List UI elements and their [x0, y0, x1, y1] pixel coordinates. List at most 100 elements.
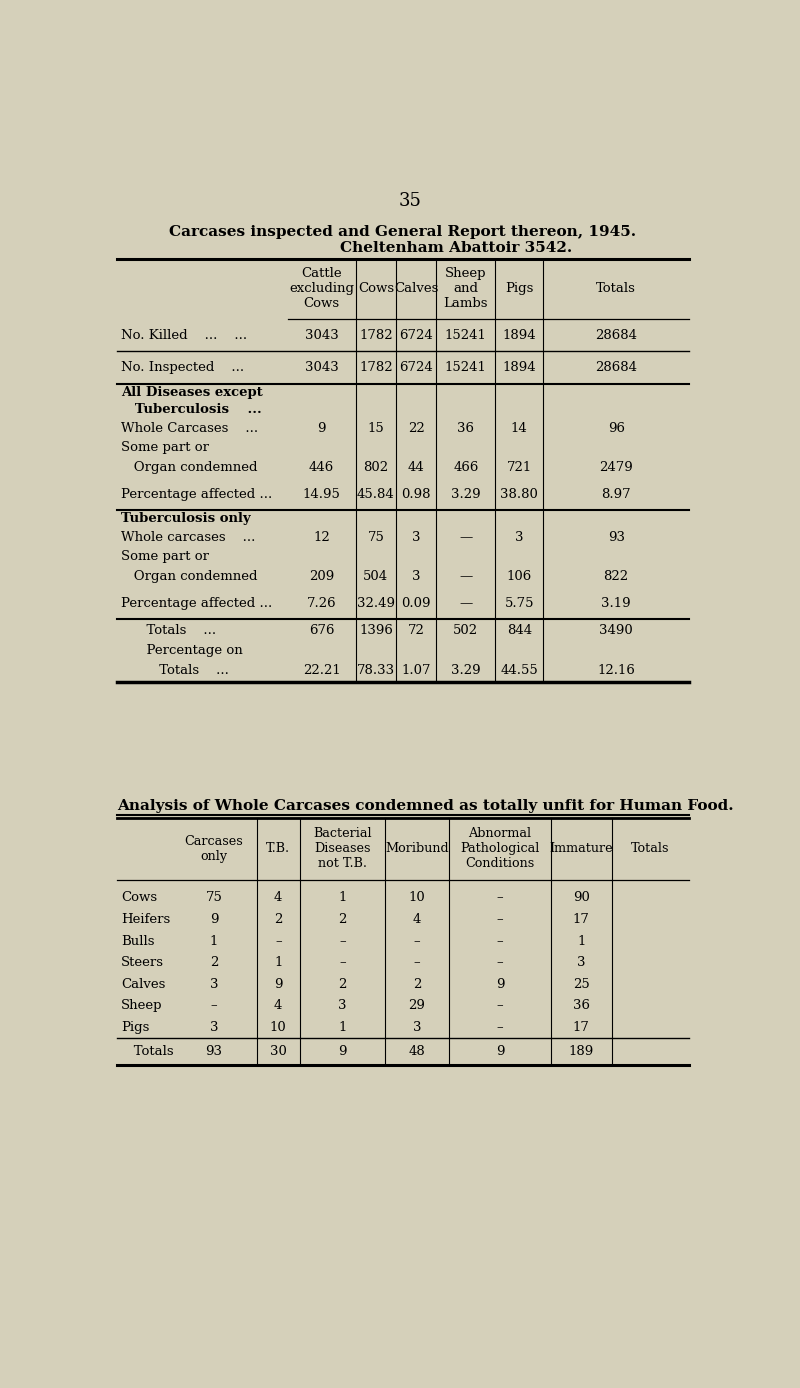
- Text: Immature: Immature: [550, 843, 613, 855]
- Text: Bacterial
Diseases
not T.B.: Bacterial Diseases not T.B.: [314, 827, 372, 870]
- Text: 2: 2: [274, 913, 282, 926]
- Text: Totals: Totals: [631, 843, 670, 855]
- Text: –: –: [210, 999, 218, 1012]
- Text: 48: 48: [409, 1045, 426, 1058]
- Text: 2479: 2479: [599, 461, 633, 475]
- Text: 4: 4: [413, 913, 421, 926]
- Text: 3: 3: [210, 977, 218, 991]
- Text: 1: 1: [210, 934, 218, 948]
- Text: 446: 446: [309, 461, 334, 475]
- Text: 2: 2: [338, 977, 346, 991]
- Text: Sheep
and
Lambs: Sheep and Lambs: [443, 268, 488, 311]
- Text: 502: 502: [454, 625, 478, 637]
- Text: 36: 36: [573, 999, 590, 1012]
- Text: Cattle
excluding
Cows: Cattle excluding Cows: [289, 268, 354, 311]
- Text: 44: 44: [408, 461, 425, 475]
- Text: 17: 17: [573, 1022, 590, 1034]
- Text: –: –: [497, 1022, 503, 1034]
- Text: 9: 9: [496, 977, 504, 991]
- Text: 22: 22: [408, 422, 425, 434]
- Text: Carcases
only: Carcases only: [185, 834, 243, 863]
- Text: 93: 93: [206, 1045, 222, 1058]
- Text: Pigs: Pigs: [121, 1022, 150, 1034]
- Text: 14.95: 14.95: [302, 489, 341, 501]
- Text: 0.09: 0.09: [402, 597, 431, 611]
- Text: 1: 1: [577, 934, 586, 948]
- Text: Organ condemned: Organ condemned: [121, 461, 258, 475]
- Text: 504: 504: [363, 570, 389, 583]
- Text: Moribund: Moribund: [385, 843, 449, 855]
- Text: Some part or: Some part or: [121, 441, 209, 454]
- Text: 9: 9: [274, 977, 282, 991]
- Text: 0.98: 0.98: [402, 489, 431, 501]
- Text: 802: 802: [363, 461, 389, 475]
- Text: Bulls: Bulls: [121, 934, 154, 948]
- Text: 2: 2: [413, 977, 421, 991]
- Text: 4: 4: [274, 999, 282, 1012]
- Text: 28684: 28684: [595, 329, 637, 341]
- Text: 45.84: 45.84: [357, 489, 394, 501]
- Text: 5.75: 5.75: [505, 597, 534, 611]
- Text: All Diseases except: All Diseases except: [121, 386, 262, 398]
- Text: 22.21: 22.21: [302, 665, 341, 677]
- Text: Steers: Steers: [121, 956, 164, 969]
- Text: 3043: 3043: [305, 329, 338, 341]
- Text: 78.33: 78.33: [357, 665, 395, 677]
- Text: 93: 93: [608, 532, 625, 544]
- Text: Calves: Calves: [121, 977, 166, 991]
- Text: 1894: 1894: [502, 329, 536, 341]
- Text: Percentage on: Percentage on: [121, 644, 242, 658]
- Text: Percentage affected ...: Percentage affected ...: [121, 597, 272, 611]
- Text: Cows: Cows: [121, 891, 157, 904]
- Text: –: –: [414, 956, 420, 969]
- Text: 3043: 3043: [305, 361, 338, 373]
- Text: 17: 17: [573, 913, 590, 926]
- Text: 3: 3: [412, 532, 421, 544]
- Text: 30: 30: [270, 1045, 286, 1058]
- Text: –: –: [414, 934, 420, 948]
- Text: Totals    ...: Totals ...: [121, 625, 216, 637]
- Text: –: –: [497, 934, 503, 948]
- Text: 75: 75: [367, 532, 384, 544]
- Text: 12.16: 12.16: [598, 665, 635, 677]
- Text: 29: 29: [409, 999, 426, 1012]
- Text: 10: 10: [409, 891, 426, 904]
- Text: 3: 3: [577, 956, 586, 969]
- Text: 3.29: 3.29: [451, 489, 481, 501]
- Text: 3: 3: [413, 1022, 422, 1034]
- Text: T.B.: T.B.: [266, 843, 290, 855]
- Text: 106: 106: [506, 570, 532, 583]
- Text: 2: 2: [338, 913, 346, 926]
- Text: Analysis of Whole Carcases condemned as totally unfit for Human Food.: Analysis of Whole Carcases condemned as …: [117, 798, 734, 812]
- Text: Abnormal
Pathological
Conditions: Abnormal Pathological Conditions: [460, 827, 539, 870]
- Text: Tuberculosis only: Tuberculosis only: [121, 512, 250, 525]
- Text: 466: 466: [453, 461, 478, 475]
- Text: –: –: [497, 956, 503, 969]
- Text: 3: 3: [210, 1022, 218, 1034]
- Text: 3.29: 3.29: [451, 665, 481, 677]
- Text: Carcases inspected and General Report thereon, 1945.: Carcases inspected and General Report th…: [169, 225, 636, 239]
- Text: 3490: 3490: [599, 625, 633, 637]
- Text: Heifers: Heifers: [121, 913, 170, 926]
- Text: –: –: [339, 934, 346, 948]
- Text: 209: 209: [309, 570, 334, 583]
- Text: –: –: [497, 913, 503, 926]
- Text: 12: 12: [314, 532, 330, 544]
- Text: Percentage affected ...: Percentage affected ...: [121, 489, 272, 501]
- Text: 3.19: 3.19: [602, 597, 631, 611]
- Text: Some part or: Some part or: [121, 551, 209, 564]
- Text: 44.55: 44.55: [501, 665, 538, 677]
- Text: 189: 189: [569, 1045, 594, 1058]
- Text: 9: 9: [318, 422, 326, 434]
- Text: –: –: [497, 999, 503, 1012]
- Text: 38.80: 38.80: [500, 489, 538, 501]
- Text: Calves: Calves: [394, 283, 438, 296]
- Text: 1782: 1782: [359, 361, 393, 373]
- Text: 6724: 6724: [399, 329, 433, 341]
- Text: Totals: Totals: [596, 283, 636, 296]
- Text: Totals    ...: Totals ...: [121, 665, 229, 677]
- Text: 822: 822: [603, 570, 629, 583]
- Text: 9: 9: [496, 1045, 504, 1058]
- Text: 6724: 6724: [399, 361, 433, 373]
- Text: 844: 844: [506, 625, 532, 637]
